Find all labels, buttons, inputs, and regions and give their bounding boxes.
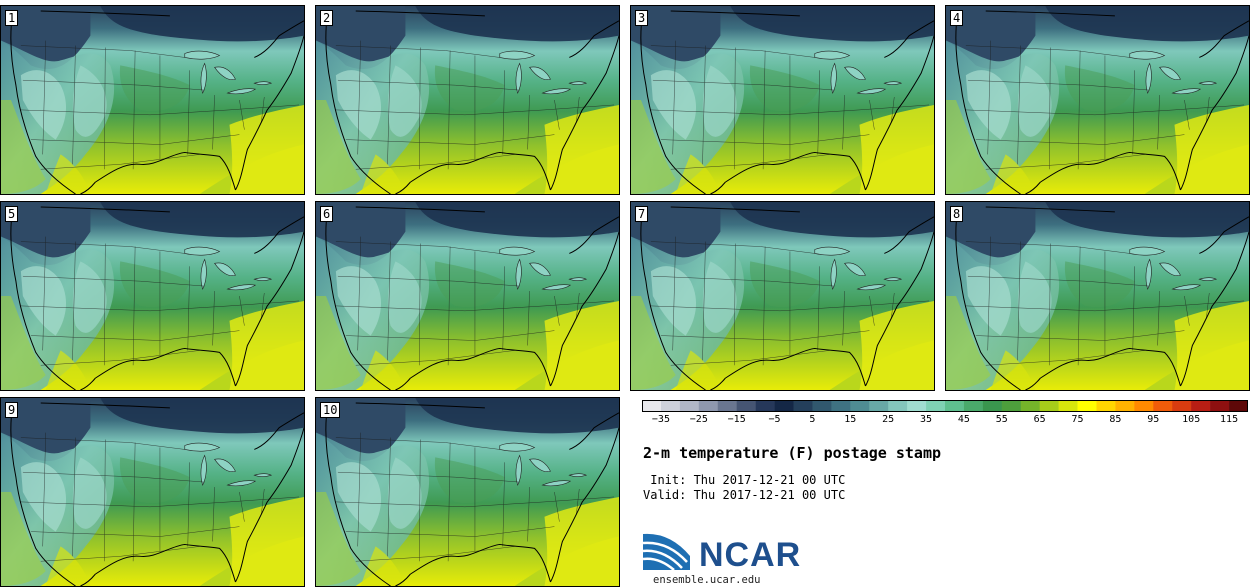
colorbar-swatch — [679, 400, 700, 412]
colorbar-tick-label: −35 — [651, 414, 670, 425]
member-label: 4 — [950, 10, 964, 26]
colorbar-swatch — [945, 400, 965, 412]
colorbar-swatch — [755, 400, 775, 412]
colorbar-swatch — [1001, 400, 1022, 412]
colorbar-swatch — [717, 400, 737, 412]
temperature-map — [631, 6, 934, 194]
colorbar-swatch — [642, 400, 662, 412]
colorbar-tick-label: −15 — [727, 414, 746, 425]
member-label: 8 — [950, 206, 964, 222]
colorbar-swatch — [963, 400, 984, 412]
colorbar-tick-label: 65 — [1033, 414, 1046, 425]
colorbar-swatch — [1229, 400, 1248, 412]
member-label: 3 — [635, 10, 649, 26]
member-label: 6 — [320, 206, 334, 222]
colorbar-swatch — [793, 400, 813, 412]
member-label: 9 — [5, 402, 19, 418]
colorbar-swatch — [850, 400, 870, 412]
temperature-map — [1, 398, 304, 586]
colorbar-swatch — [660, 400, 681, 412]
colorbar-swatch — [1115, 400, 1135, 412]
colorbar-swatch — [1210, 400, 1230, 412]
init-time: Init: Thu 2017-12-21 00 UTC — [643, 473, 846, 487]
temperature-map — [631, 202, 934, 390]
colorbar-swatch — [888, 400, 908, 412]
colorbar-swatch — [1077, 400, 1097, 412]
temperature-map — [316, 398, 619, 586]
colorbar-tick-label: 105 — [1182, 414, 1201, 425]
colorbar-swatch — [831, 400, 851, 412]
colorbar-tick-label: 55 — [995, 414, 1008, 425]
colorbar-swatch — [869, 400, 889, 412]
colorbar-swatch — [812, 400, 832, 412]
ensemble-member-map: 9 — [0, 397, 305, 587]
colorbar-swatch — [982, 400, 1003, 412]
colorbar-swatch — [1172, 400, 1192, 412]
colorbar-swatch — [1134, 400, 1154, 412]
map-title: 2-m temperature (F) postage stamp — [643, 444, 942, 462]
colorbar-swatch — [774, 400, 794, 412]
colorbar-swatch — [1153, 400, 1173, 412]
temperature-map — [1, 6, 304, 194]
ensemble-member-map: 8 — [945, 201, 1250, 391]
temperature-colorbar — [642, 400, 1248, 412]
colorbar-tick-label: 45 — [957, 414, 970, 425]
colorbar-tick-label: 95 — [1147, 414, 1160, 425]
colorbar-tick-label: 85 — [1109, 414, 1122, 425]
temperature-map — [316, 6, 619, 194]
ensemble-member-map: 7 — [630, 201, 935, 391]
member-label: 10 — [320, 402, 341, 418]
colorbar-tick-label: 75 — [1071, 414, 1084, 425]
ncar-logo-text: NCAR — [699, 536, 802, 574]
ensemble-member-map: 3 — [630, 5, 935, 195]
colorbar-swatch — [1191, 400, 1211, 412]
temperature-map — [946, 6, 1249, 194]
colorbar-tick-label: 5 — [809, 414, 816, 425]
colorbar-swatch — [907, 400, 927, 412]
colorbar-swatch — [926, 400, 946, 412]
colorbar-tick-label: 25 — [882, 414, 895, 425]
colorbar-tick-label: −25 — [689, 414, 708, 425]
colorbar-ticks: −35 −25 −15 −5 5 15 25 35 45 55 65 75 85 95 105 115 — [642, 414, 1248, 430]
ensemble-member-map: 1 — [0, 5, 305, 195]
colorbar-tick-label: 35 — [920, 414, 933, 425]
site-url: ensemble.ucar.edu — [653, 574, 761, 586]
colorbar-swatch — [1020, 400, 1040, 412]
ensemble-member-map: 5 — [0, 201, 305, 391]
colorbar-tick-label: 15 — [844, 414, 857, 425]
colorbar-swatch — [1039, 400, 1059, 412]
colorbar-swatch — [698, 400, 719, 412]
colorbar-swatch — [1058, 400, 1078, 412]
ncar-logo-icon — [642, 533, 690, 571]
member-label: 5 — [5, 206, 19, 222]
temperature-map — [946, 202, 1249, 390]
ensemble-member-map: 6 — [315, 201, 620, 391]
member-label: 7 — [635, 206, 649, 222]
colorbar-swatch — [736, 400, 756, 412]
colorbar-tick-label: −5 — [768, 414, 781, 425]
temperature-map — [1, 202, 304, 390]
temperature-map — [316, 202, 619, 390]
member-label: 1 — [5, 10, 19, 26]
ensemble-member-map: 10 — [315, 397, 620, 587]
valid-time: Valid: Thu 2017-12-21 00 UTC — [643, 488, 846, 502]
member-label: 2 — [320, 10, 334, 26]
colorbar-tick-label: 115 — [1220, 414, 1239, 425]
colorbar-swatch — [1096, 400, 1116, 412]
ensemble-member-map: 2 — [315, 5, 620, 195]
ensemble-member-map: 4 — [945, 5, 1250, 195]
